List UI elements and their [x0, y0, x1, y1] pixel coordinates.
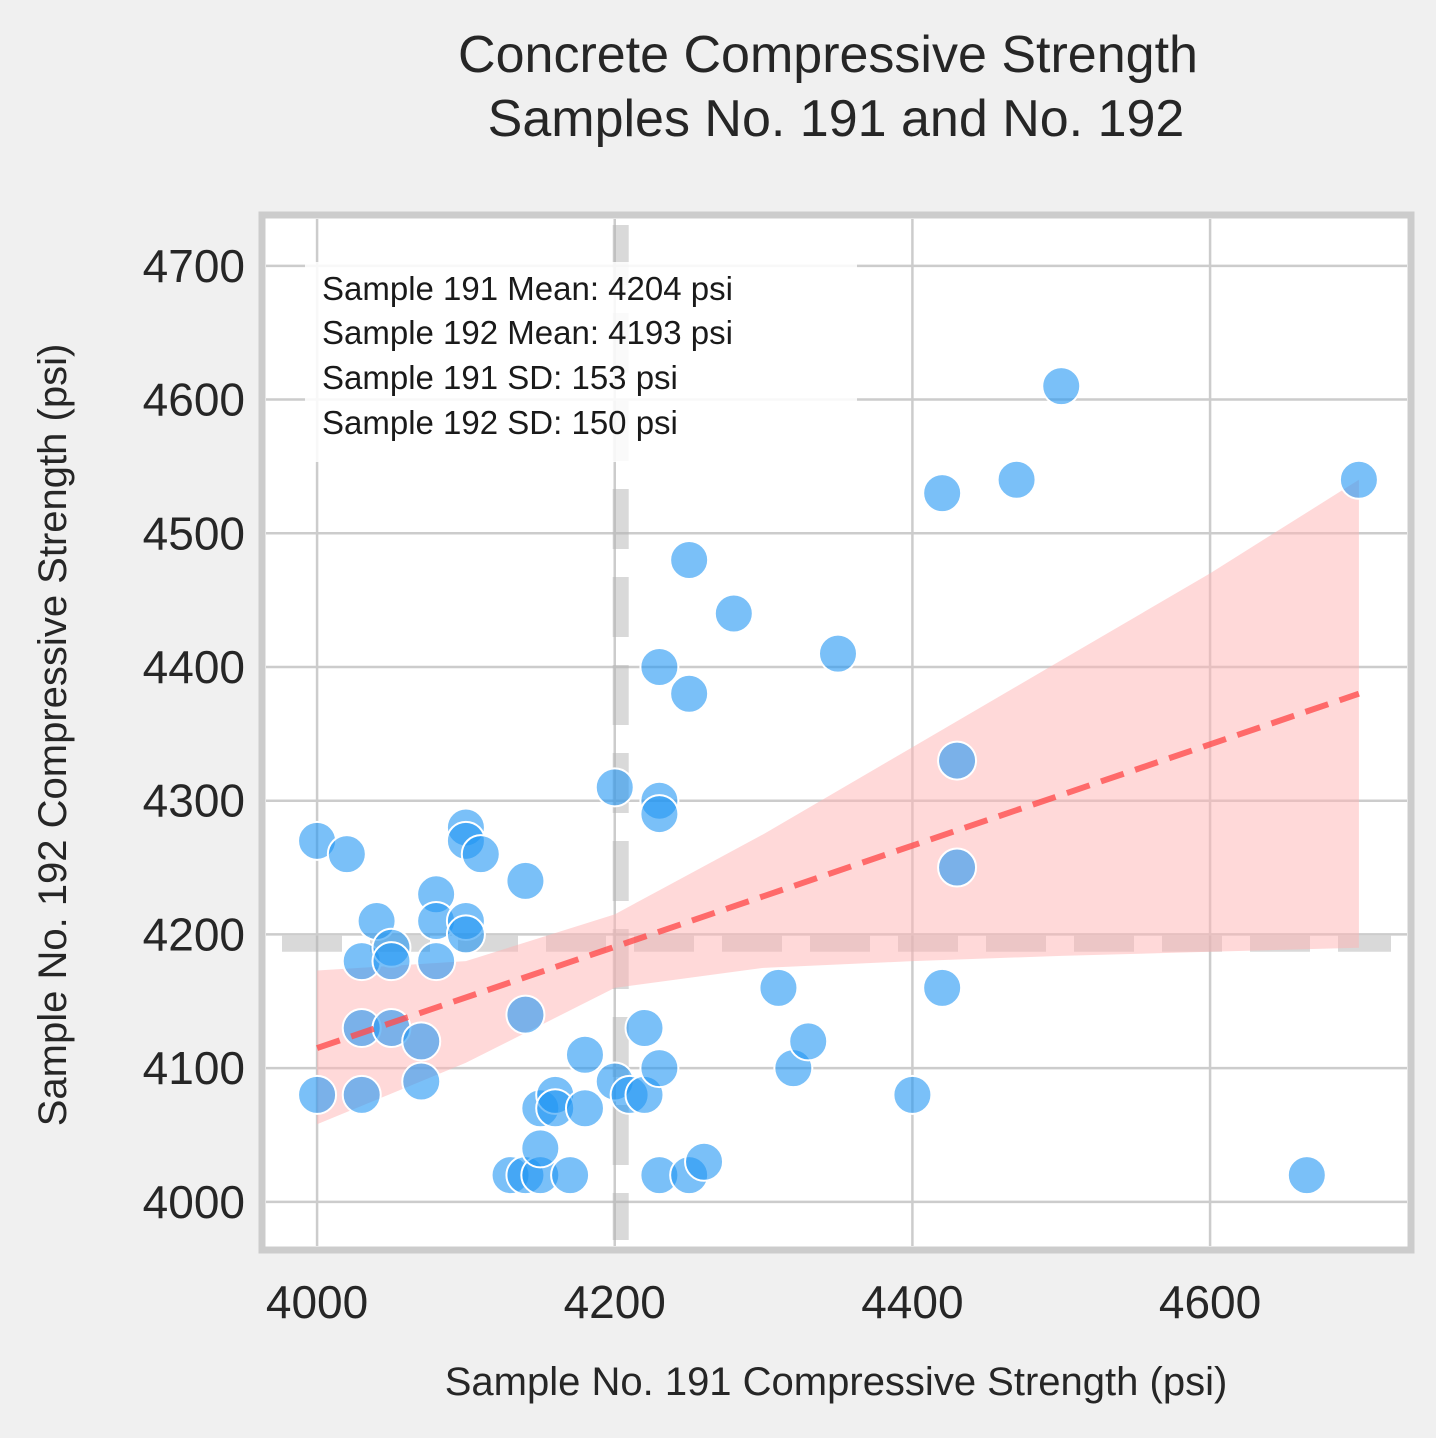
y-tick-label: 4700 — [143, 240, 245, 292]
data-point — [922, 473, 963, 514]
x-tick-label: 4200 — [564, 1276, 666, 1328]
y-tick-label: 4300 — [143, 775, 245, 827]
y-tick-label: 4000 — [143, 1176, 245, 1228]
data-point — [326, 834, 367, 875]
stats-line-3: Sample 191 SD: 153 psi — [322, 359, 678, 396]
data-point — [416, 941, 457, 982]
data-point — [937, 847, 978, 888]
y-tick-label: 4400 — [143, 641, 245, 693]
confidence-band — [317, 479, 1359, 1125]
regression-line — [316, 690, 1360, 1051]
data-point — [594, 767, 635, 808]
data-point — [564, 1088, 605, 1129]
y-tick-label: 4500 — [143, 507, 245, 559]
data-point — [996, 459, 1037, 500]
stats-box: Sample 191 Mean: 4204 psi Sample 192 Mea… — [305, 262, 857, 462]
y-tick-label: 4100 — [143, 1042, 245, 1094]
x-tick-label: 4600 — [1159, 1276, 1261, 1328]
data-point — [401, 1061, 442, 1102]
data-point — [669, 540, 710, 580]
data-point — [1338, 459, 1379, 500]
stats-line-2: Sample 192 Mean: 4193 psi — [322, 314, 733, 351]
data-point — [892, 1074, 933, 1115]
x-tick-label: 4000 — [266, 1276, 368, 1328]
data-point — [758, 967, 799, 1008]
data-point — [550, 1155, 591, 1196]
data-point — [639, 646, 680, 687]
stats-box-background — [305, 262, 857, 462]
regression-group — [316, 690, 1360, 1051]
data-point — [505, 860, 546, 901]
x-tick-label: 4400 — [861, 1276, 963, 1328]
data-point — [922, 967, 963, 1008]
data-point — [669, 673, 710, 714]
data-point — [1286, 1155, 1327, 1196]
chart-subtitle: Samples No. 191 and No. 192 — [488, 90, 1185, 148]
data-point — [937, 740, 978, 781]
data-point — [713, 593, 754, 634]
x-axis-label: Sample No. 191 Compressive Strength (psi… — [445, 1360, 1228, 1404]
y-tick-label: 4200 — [143, 908, 245, 960]
y-tick-label: 4600 — [143, 374, 245, 426]
data-point — [401, 1021, 442, 1062]
data-point — [564, 1034, 605, 1075]
data-point — [788, 1021, 829, 1062]
data-point — [624, 1008, 665, 1049]
data-point — [817, 633, 858, 674]
data-point — [460, 834, 501, 875]
data-point — [297, 1074, 338, 1115]
data-point — [1041, 366, 1082, 407]
chart-title: Concrete Compressive Strength — [458, 26, 1198, 84]
stats-line-1: Sample 191 Mean: 4204 psi — [322, 270, 733, 307]
data-point — [371, 941, 412, 982]
data-point — [505, 994, 546, 1035]
data-point — [639, 1048, 680, 1089]
data-point — [520, 1128, 561, 1169]
data-point — [341, 1074, 382, 1115]
y-axis-label: Sample No. 192 Compressive Strength (psi… — [31, 344, 75, 1127]
data-point — [445, 914, 486, 955]
confidence-band-group — [317, 479, 1359, 1125]
stats-line-4: Sample 192 SD: 150 psi — [322, 404, 678, 441]
data-point — [684, 1141, 725, 1182]
data-point — [639, 794, 680, 835]
data-points — [297, 366, 1379, 1196]
tick-labels: 4000 4200 4400 4600 4000 4100 4200 4300 4400 4500… — [143, 240, 1262, 1328]
